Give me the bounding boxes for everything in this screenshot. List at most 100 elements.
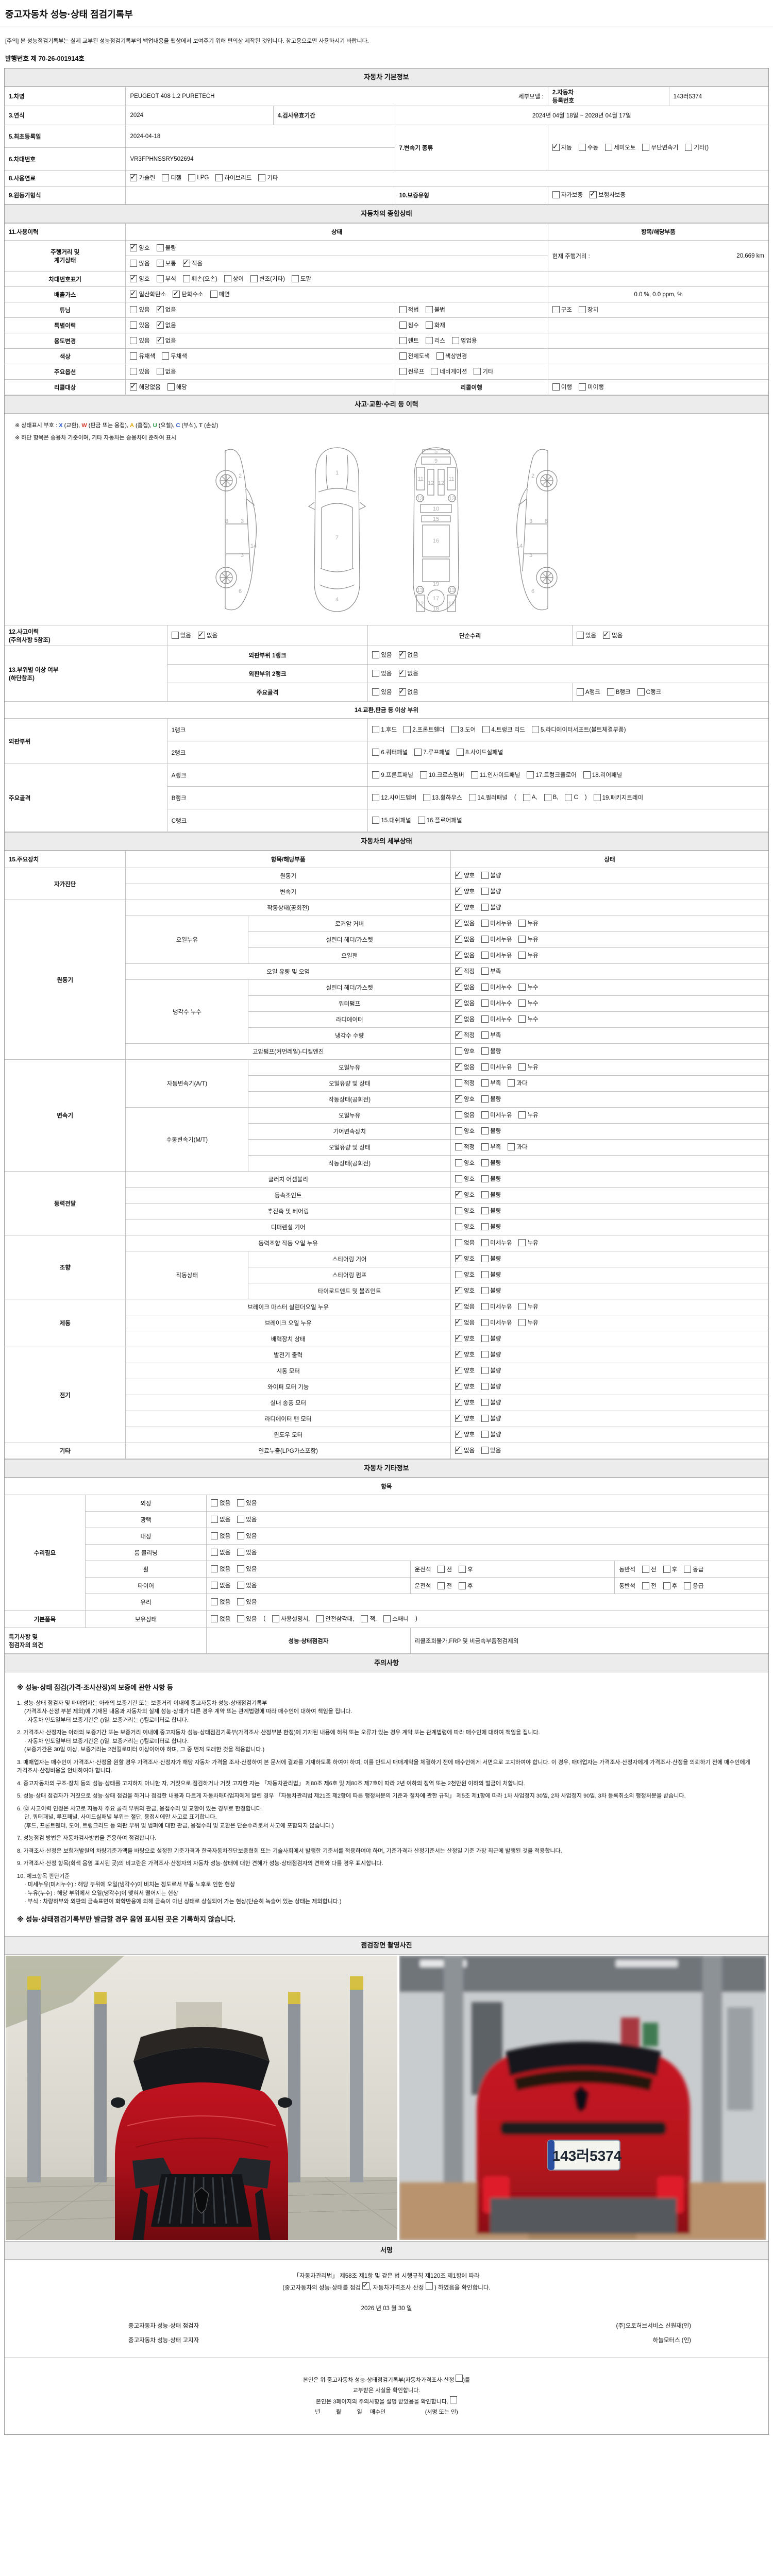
checkbox-checked[interactable]	[398, 650, 406, 658]
checkbox[interactable]	[576, 688, 584, 696]
checkbox[interactable]	[455, 1079, 462, 1087]
checkbox-checked[interactable]	[552, 142, 560, 151]
checkbox[interactable]	[518, 1015, 526, 1023]
checkbox[interactable]	[455, 1239, 462, 1246]
checkbox[interactable]	[518, 1303, 526, 1310]
checkbox[interactable]	[372, 771, 380, 778]
checkbox[interactable]	[576, 631, 584, 639]
checkbox[interactable]	[414, 748, 422, 756]
checkbox[interactable]	[607, 688, 614, 696]
checkbox-performance-checked[interactable]	[362, 2281, 370, 2290]
checkbox-checked[interactable]	[455, 1381, 462, 1390]
checkbox[interactable]	[481, 1191, 489, 1198]
checkbox-confirm-cautions[interactable]	[450, 2396, 458, 2403]
checkbox[interactable]	[372, 816, 380, 824]
checkbox[interactable]	[642, 1565, 649, 1573]
checkbox-checked[interactable]	[182, 258, 190, 267]
checkbox-checked[interactable]	[455, 998, 462, 1007]
checkbox[interactable]	[272, 1615, 280, 1622]
checkbox[interactable]	[130, 336, 138, 344]
checkbox-price-appraisal[interactable]	[425, 2282, 433, 2290]
checkbox-checked[interactable]	[455, 1445, 462, 1454]
checkbox[interactable]	[684, 1565, 692, 1573]
checkbox[interactable]	[508, 1143, 515, 1150]
checkbox[interactable]	[455, 1175, 462, 1182]
checkbox[interactable]	[404, 725, 411, 733]
checkbox-checked[interactable]	[130, 382, 138, 391]
checkbox[interactable]	[130, 367, 138, 375]
checkbox[interactable]	[481, 936, 489, 943]
checkbox[interactable]	[637, 688, 645, 696]
checkbox[interactable]	[455, 1143, 462, 1150]
checkbox[interactable]	[211, 1515, 219, 1523]
checkbox-checked[interactable]	[130, 243, 138, 251]
checkbox[interactable]	[527, 771, 534, 778]
checkbox[interactable]	[578, 143, 586, 151]
checkbox[interactable]	[372, 669, 380, 677]
checkbox[interactable]	[455, 1111, 462, 1118]
checkbox[interactable]	[182, 275, 190, 282]
checkbox[interactable]	[481, 1383, 489, 1390]
checkbox[interactable]	[211, 1615, 219, 1622]
checkbox[interactable]	[552, 306, 560, 313]
checkbox[interactable]	[578, 383, 586, 391]
checkbox[interactable]	[523, 793, 530, 801]
checkbox[interactable]	[565, 793, 573, 801]
checkbox[interactable]	[481, 1127, 489, 1134]
checkbox[interactable]	[237, 1515, 245, 1523]
checkbox-checked[interactable]	[455, 1062, 462, 1071]
checkbox[interactable]	[130, 352, 138, 360]
checkbox[interactable]	[156, 367, 164, 375]
checkbox[interactable]	[508, 1079, 515, 1087]
checkbox[interactable]	[438, 1565, 445, 1573]
checkbox[interactable]	[399, 306, 407, 313]
checkbox-checked[interactable]	[156, 335, 164, 344]
checkbox[interactable]	[593, 793, 601, 801]
checkbox[interactable]	[481, 952, 489, 959]
checkbox[interactable]	[210, 290, 217, 298]
checkbox[interactable]	[583, 771, 591, 778]
checkbox[interactable]	[481, 1223, 489, 1230]
checkbox[interactable]	[425, 306, 433, 313]
checkbox[interactable]	[481, 1063, 489, 1071]
checkbox-checked[interactable]	[398, 668, 406, 677]
checkbox[interactable]	[518, 984, 526, 991]
checkbox[interactable]	[455, 1127, 462, 1134]
checkbox-checked[interactable]	[455, 1317, 462, 1326]
checkbox[interactable]	[167, 383, 175, 391]
checkbox[interactable]	[481, 1399, 489, 1406]
checkbox[interactable]	[518, 952, 526, 959]
checkbox-checked[interactable]	[197, 630, 205, 639]
checkbox[interactable]	[518, 1319, 526, 1326]
checkbox[interactable]	[451, 725, 459, 733]
checkbox[interactable]	[451, 336, 459, 344]
checkbox-checked[interactable]	[455, 966, 462, 975]
checkbox[interactable]	[663, 1582, 670, 1589]
checkbox[interactable]	[455, 1223, 462, 1230]
checkbox[interactable]	[481, 1303, 489, 1310]
checkbox[interactable]	[455, 1047, 462, 1055]
checkbox[interactable]	[419, 771, 427, 778]
checkbox[interactable]	[372, 793, 380, 801]
checkbox[interactable]	[211, 1499, 219, 1506]
checkbox-checked[interactable]	[455, 1285, 462, 1294]
checkbox[interactable]	[156, 275, 164, 282]
checkbox-checked[interactable]	[455, 1333, 462, 1342]
checkbox[interactable]	[215, 174, 223, 181]
checkbox[interactable]	[361, 1615, 368, 1622]
checkbox-checked[interactable]	[173, 289, 180, 298]
checkbox[interactable]	[481, 920, 489, 927]
checkbox-checked[interactable]	[455, 1190, 462, 1198]
checkbox[interactable]	[237, 1615, 245, 1622]
checkbox[interactable]	[481, 1207, 489, 1214]
checkbox[interactable]	[481, 1079, 489, 1087]
checkbox[interactable]	[481, 1047, 489, 1055]
checkbox[interactable]	[399, 336, 407, 344]
checkbox[interactable]	[417, 816, 425, 824]
checkbox-checked[interactable]	[130, 274, 138, 282]
checkbox[interactable]	[481, 1431, 489, 1438]
checkbox[interactable]	[481, 1351, 489, 1358]
checkbox[interactable]	[383, 1615, 391, 1622]
checkbox[interactable]	[642, 143, 650, 151]
checkbox-checked[interactable]	[130, 289, 138, 298]
